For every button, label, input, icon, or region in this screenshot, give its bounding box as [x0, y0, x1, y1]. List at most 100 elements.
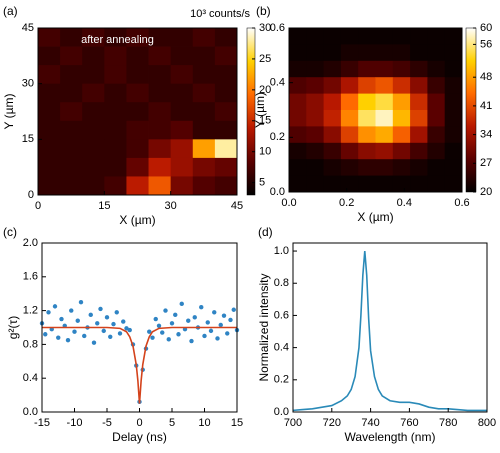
heat-cell	[358, 126, 376, 144]
heat-cell	[392, 44, 411, 62]
heat-cell	[410, 175, 428, 193]
heat-cell	[60, 120, 83, 140]
heat-cell	[306, 175, 324, 193]
heat-cell	[358, 110, 376, 127]
heat-cell	[306, 60, 324, 78]
heat-cell	[38, 176, 61, 196]
x-tick-label: 0.6	[454, 197, 469, 209]
data-point	[166, 337, 171, 342]
panel: 5 10 15 20 25 30 10³ counts/s after annealing 0 1…	[2, 4, 271, 227]
data-point	[43, 332, 48, 337]
heat-cell	[126, 120, 149, 140]
heat-cell	[126, 139, 149, 159]
heat-cell	[289, 110, 307, 127]
heat-cell	[82, 46, 105, 66]
x-tick-label: 30	[165, 200, 177, 212]
x-tick-label: 15	[98, 200, 110, 212]
y-tick-label: 0.8	[274, 277, 289, 289]
data-point	[108, 334, 113, 339]
heat-cell	[392, 77, 411, 94]
heat-cell	[410, 93, 428, 111]
heat-cell	[104, 65, 127, 85]
heat-cell	[392, 28, 411, 45]
heat-cell	[192, 120, 216, 140]
heat-cell	[323, 142, 342, 160]
heat-cell	[104, 28, 127, 47]
data-point	[199, 305, 204, 310]
heat-cell	[444, 110, 463, 127]
heat-cell	[427, 175, 446, 193]
data-point	[78, 299, 84, 305]
heat-cell	[410, 60, 428, 78]
colorbar-tick-label: 15	[259, 115, 271, 127]
y-tick-label: 0.4	[270, 77, 285, 89]
heat-cell	[340, 44, 359, 62]
y-tick-label: 0.2	[270, 131, 285, 143]
heat-cell	[375, 60, 394, 78]
heat-cell	[104, 46, 127, 66]
heat-cell	[82, 83, 105, 103]
y-tick-label: 0.0	[274, 406, 289, 418]
heat-cell	[375, 142, 394, 160]
heat-cell	[444, 28, 463, 45]
data-point	[69, 308, 74, 313]
heat-cell	[323, 126, 342, 144]
heat-cell	[60, 176, 83, 196]
x-tick-label: 700	[284, 417, 302, 429]
y-tick-label: 0.4	[274, 342, 289, 354]
heat-cell	[444, 77, 463, 94]
heat-cell	[427, 126, 446, 144]
heat-cell	[148, 120, 172, 140]
plot-frame	[288, 27, 463, 193]
data-point	[114, 310, 119, 315]
heat-cell	[427, 93, 446, 111]
data-point	[52, 304, 58, 309]
data-point	[215, 336, 220, 341]
heat-cell	[427, 110, 446, 127]
heat-cell	[375, 159, 394, 176]
heat-cell	[214, 120, 238, 140]
data-point	[111, 321, 116, 327]
heat-cell	[444, 44, 463, 62]
heat-cell	[306, 77, 324, 94]
colorbar-tick-label: 5	[259, 177, 265, 189]
data-point	[163, 308, 168, 313]
heat-cell	[306, 44, 324, 62]
y-tick-label: 15	[22, 133, 34, 145]
colorbar-tick-label: 48	[480, 71, 492, 83]
panel: -15 -10 -5 0 5 10 15 0.0 0.4 0.8 1.2 1.6 2.0 Delay (n…	[3, 225, 243, 444]
heat-cell	[148, 176, 172, 196]
heat-cell	[192, 157, 216, 177]
heat-cell	[60, 46, 83, 66]
heat-cell	[444, 60, 463, 78]
heat-cell	[444, 142, 463, 160]
data-point	[150, 335, 155, 340]
panel-label: (b)	[256, 4, 271, 18]
heat-cell	[148, 83, 172, 103]
data-point	[65, 337, 71, 343]
data-point	[189, 338, 194, 344]
heat-cell	[358, 77, 376, 94]
data-point	[218, 322, 223, 328]
data-point	[101, 328, 106, 334]
heat-cell	[192, 65, 216, 85]
heat-cell	[192, 28, 216, 47]
data-point	[173, 312, 178, 318]
y-tick-label: 0.0	[270, 186, 285, 198]
heat-cell	[60, 157, 83, 177]
x-tick-label: 0.0	[281, 197, 296, 209]
x-axis-label: Delay (ns)	[112, 430, 167, 444]
colorbar	[465, 27, 477, 193]
colorbar-tick-label: 10	[259, 146, 271, 158]
y-tick-label: 0.8	[23, 338, 38, 350]
heat-cell	[289, 175, 307, 193]
data-point	[91, 340, 97, 345]
panel: 20 27 34 41 48 56 60 0.0 0.2 0.4 0.6 0.0 0.2 0.4 0.6 X …	[253, 4, 492, 224]
y-tick-label: 0	[28, 189, 34, 201]
heat-cell	[38, 157, 61, 177]
heat-cell	[214, 65, 238, 85]
x-tick-label: 720	[323, 417, 341, 429]
heat-cell	[358, 159, 376, 176]
colorbar-tick-label: 25	[259, 53, 271, 65]
data-point	[186, 318, 191, 323]
